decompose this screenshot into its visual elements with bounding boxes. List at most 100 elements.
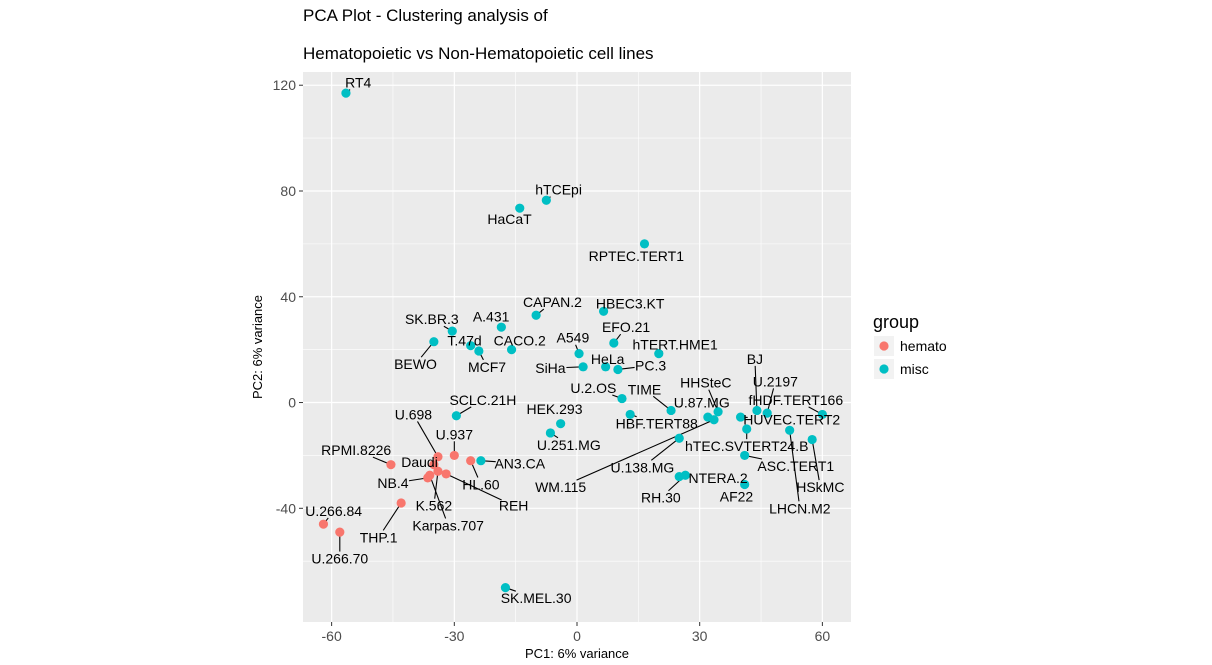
point-label: HBEC3.KT (596, 295, 665, 311)
point-label: RT4 (345, 75, 371, 91)
leader-line (382, 502, 402, 531)
point-misc (531, 310, 541, 320)
point-label: SK.BR.3 (405, 311, 459, 327)
point-label: hTCEpi (535, 182, 582, 198)
point-label: NTERA.2 (689, 470, 748, 486)
leader-line (811, 439, 820, 481)
x-tick-label: 30 (692, 628, 708, 644)
x-tick-label: 0 (573, 628, 581, 644)
point-misc (474, 346, 484, 356)
point-label: U.2197 (753, 373, 798, 389)
point-misc (817, 409, 827, 420)
y-axis-title: PC2: 6% variance (250, 295, 265, 399)
point-label: SCLC.21H (449, 392, 516, 408)
point-label: hTERT.HME1 (632, 336, 718, 352)
point-misc (429, 337, 439, 347)
point-hemato (425, 470, 435, 480)
point-misc (666, 405, 676, 416)
x-tick-label: 60 (815, 628, 831, 644)
y-tick-label: 80 (280, 183, 296, 199)
leader-line (445, 473, 502, 501)
data-points (318, 88, 827, 593)
point-label: NB.4 (377, 475, 408, 491)
point-misc (545, 428, 556, 438)
point-label: Karpas.707 (412, 517, 484, 533)
point-misc (742, 424, 752, 434)
point-misc (466, 341, 476, 351)
point-label: A549 (557, 330, 590, 346)
point-misc (476, 456, 486, 466)
legend: group hemato misc (873, 312, 947, 379)
point-misc (613, 364, 623, 375)
point-misc (709, 415, 719, 425)
point-misc (447, 326, 457, 336)
point-hemato (396, 498, 406, 508)
point-hemato (441, 469, 451, 479)
point-label: HSkMC (796, 479, 844, 495)
point-label: A.431 (473, 309, 510, 325)
point-misc (556, 419, 566, 429)
point-label: U.251.MG (537, 437, 601, 453)
point-label: RH.30 (641, 490, 681, 506)
x-axis-title: PC1: 6% variance (525, 646, 629, 661)
y-tick-label: -40 (276, 500, 296, 516)
point-misc (807, 434, 817, 445)
point-label: REH (499, 498, 529, 514)
leader-line (754, 365, 758, 411)
point-label: K.562 (416, 498, 453, 514)
point-misc (341, 88, 351, 98)
point-label: EFO.21 (602, 319, 650, 335)
point-label: THP.1 (360, 529, 398, 545)
point-label: CACO.2 (494, 332, 546, 348)
legend-label-hemato: hemato (900, 338, 947, 354)
point-label: TIME (628, 381, 661, 397)
point-label: ASC.TERT1 (757, 458, 834, 474)
point-label: T.47d (447, 332, 481, 348)
point-misc (752, 405, 762, 416)
point-label: HUVEC.TERT2 (743, 412, 840, 428)
point-label: SiHa (535, 360, 566, 376)
point-label: SK.MEL.30 (501, 590, 572, 606)
chart-title-line-1: PCA Plot - Clustering analysis of (303, 6, 548, 25)
point-hemato (429, 460, 439, 470)
point-misc (785, 425, 795, 435)
leader-line (417, 421, 439, 458)
point-label: fHDF.TERT166 (748, 392, 843, 408)
point-label: U.138.MG (611, 459, 675, 475)
point-misc (762, 408, 772, 418)
point-misc (713, 407, 723, 417)
point-hemato (335, 527, 345, 537)
point-misc (541, 195, 551, 205)
point-misc (515, 203, 525, 213)
point-label: MCF7 (468, 359, 506, 375)
x-tick-label: -60 (322, 628, 342, 644)
axis-ticks: -60 -30 0 30 60 -40 0 40 80 120 (273, 77, 831, 644)
point-label: U.2.OS (570, 380, 616, 396)
legend-key-misc (879, 364, 889, 374)
point-misc (740, 450, 750, 461)
point-misc (740, 479, 750, 490)
point-label: BEWO (394, 356, 437, 372)
grid-lines (303, 72, 851, 622)
point-label: Daudi (401, 454, 438, 470)
point-hemato (386, 460, 396, 470)
point-hemato (449, 450, 459, 461)
chart-title-line-2: Hematopoietic vs Non-Hematopoietic cell … (303, 44, 654, 63)
point-misc (578, 362, 588, 372)
point-label: HL.60 (462, 477, 500, 493)
point-misc (735, 412, 746, 422)
point-label: HEK.293 (526, 401, 582, 417)
point-label: U.266.70 (311, 551, 368, 567)
y-tick-label: 0 (288, 395, 296, 411)
point-misc (680, 470, 690, 480)
point-misc (506, 345, 517, 355)
point-label: RPTEC.TERT1 (589, 248, 685, 264)
y-tick-label: 40 (280, 289, 296, 305)
point-misc (601, 362, 611, 372)
point-hemato (466, 456, 476, 466)
y-tick-label: 120 (273, 77, 297, 93)
point-misc (654, 349, 664, 359)
point-label: HBF.TERT88 (616, 416, 698, 432)
point-label: BJ (747, 351, 763, 367)
point-label: U.937 (436, 426, 474, 442)
